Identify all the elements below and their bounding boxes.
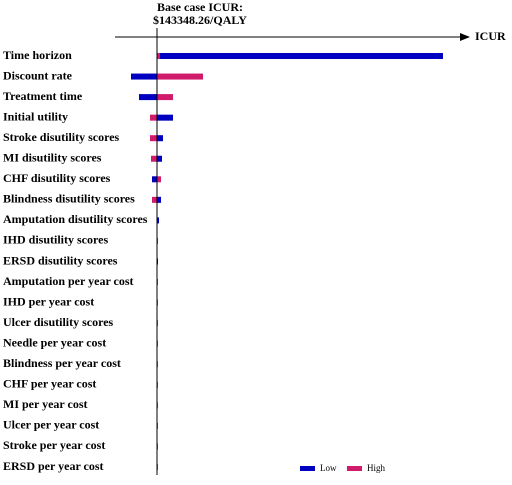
category-label: Amputation per year cost xyxy=(3,274,134,288)
bar xyxy=(157,155,162,162)
category-label: Blindness per year cost xyxy=(3,356,121,370)
bar xyxy=(150,135,157,142)
category-label: Discount rate xyxy=(3,68,73,82)
category-label: MI per year cost xyxy=(3,397,88,411)
legend-swatch xyxy=(347,466,362,471)
category-label: ERSD per year cost xyxy=(3,459,104,473)
category-label: Amputation disutility scores xyxy=(3,212,148,226)
bar xyxy=(131,73,157,80)
bar xyxy=(152,196,157,203)
category-label: Ulcer per year cost xyxy=(3,418,99,432)
legend-label: High xyxy=(367,463,386,473)
bar xyxy=(152,176,157,183)
bar xyxy=(139,94,157,101)
legend-label: Low xyxy=(320,463,337,473)
category-label: Initial utility xyxy=(3,109,68,123)
category-label: Needle per year cost xyxy=(3,335,106,349)
x-axis-label: ICUR xyxy=(475,29,506,43)
base-annotation: Base case ICUR: xyxy=(157,0,243,14)
category-label: CHF disutility scores xyxy=(3,171,111,185)
base-annotation: $143348.26/QALY xyxy=(153,13,247,27)
bar xyxy=(157,217,159,224)
bar xyxy=(150,114,157,121)
category-label: IHD disutility scores xyxy=(3,233,108,247)
legend-swatch xyxy=(300,466,315,471)
category-label: Stroke disutility scores xyxy=(3,130,120,144)
axis-arrow xyxy=(460,33,470,41)
bar xyxy=(157,176,161,183)
category-label: Time horizon xyxy=(3,48,72,62)
bar xyxy=(157,73,203,80)
bar xyxy=(157,114,173,121)
category-label: Treatment time xyxy=(3,89,83,103)
category-label: CHF per year cost xyxy=(3,377,96,391)
bar xyxy=(157,196,161,203)
category-label: Blindness disutility scores xyxy=(3,192,135,206)
bar xyxy=(157,135,163,142)
bar xyxy=(157,53,160,59)
category-label: Stroke per year cost xyxy=(3,438,105,452)
category-label: IHD per year cost xyxy=(3,294,94,308)
bar xyxy=(157,53,443,59)
category-label: Ulcer disutility scores xyxy=(3,315,114,329)
bar xyxy=(151,155,157,162)
bar xyxy=(157,94,173,101)
category-label: ERSD disutility scores xyxy=(3,253,118,267)
category-label: MI disutility scores xyxy=(3,151,102,165)
